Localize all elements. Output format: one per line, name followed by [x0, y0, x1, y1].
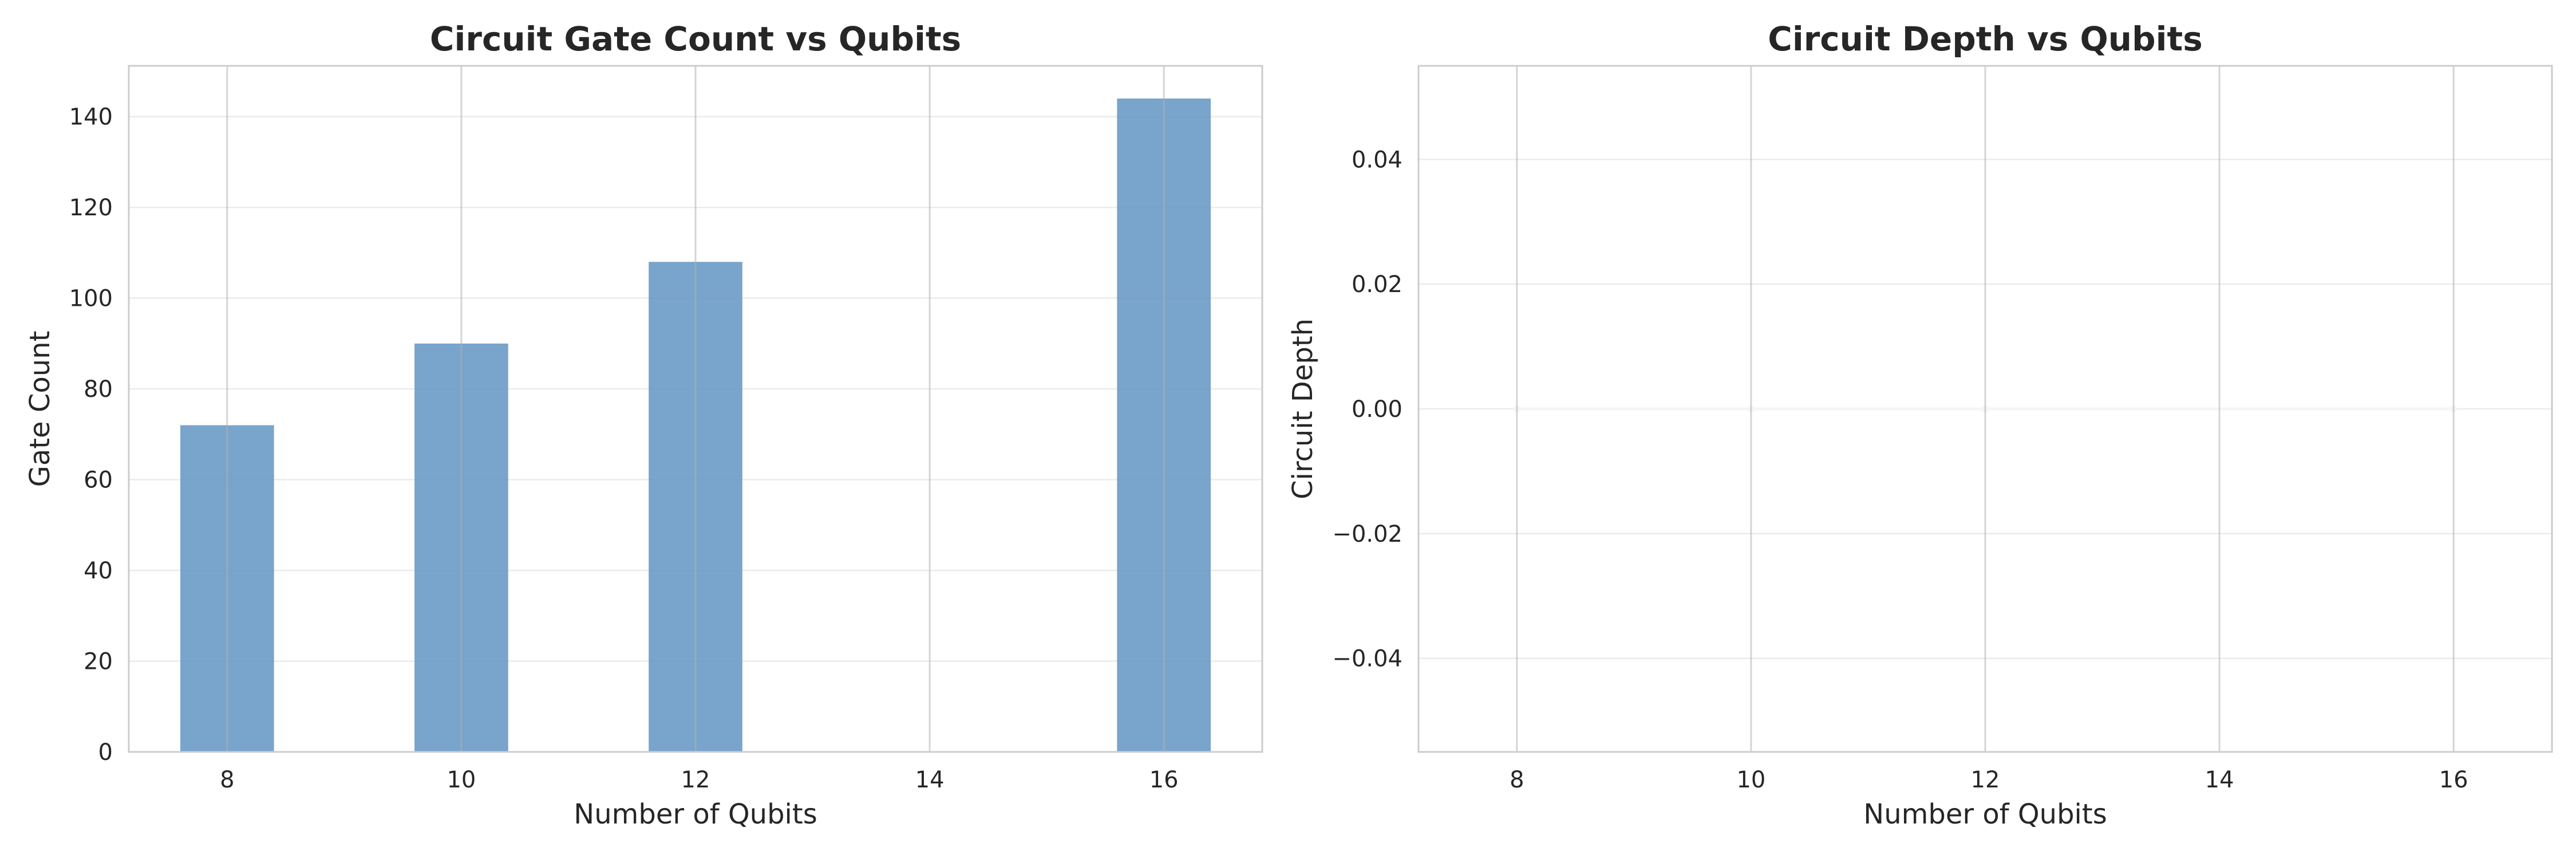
- gate-count-y-tick-label: 40: [84, 558, 113, 584]
- gate-count-y-tick-label: 80: [84, 376, 113, 403]
- circuit-depth-y-tick-labels: −0.04 −0.02 0.00 0.02 0.04: [1332, 147, 1402, 672]
- gate-count-chart-title: Circuit Gate Count vs Qubits: [430, 19, 961, 58]
- circuit-depth-x-tick-label: 14: [2205, 767, 2234, 793]
- circuit-depth-y-tick-label: −0.02: [1332, 521, 1402, 547]
- gate-count-y-tick-labels: 0 20 40 60 80 100 120 140: [69, 104, 113, 766]
- circuit-depth-x-tick-labels: 8 10 12 14 16: [1510, 767, 2468, 793]
- circuit-depth-y-tick-label: 0.00: [1352, 396, 1402, 423]
- gate-count-x-tick-labels: 8 10 12 14 16: [220, 767, 1179, 793]
- circuit-depth-y-tick-label: −0.04: [1332, 646, 1402, 672]
- gate-count-y-tick-label: 140: [69, 104, 113, 131]
- gate-count-x-tick-label: 16: [1149, 767, 1179, 793]
- gate-count-chart: 8 10 12 14 16 0 20 40 60 80 100 120 140 Circuit Gat…: [24, 19, 1263, 830]
- circuit-depth-x-tick-label: 10: [1736, 767, 1765, 793]
- gate-count-y-tick-label: 60: [84, 467, 113, 494]
- gate-count-bars: [180, 66, 1211, 752]
- gate-count-x-tick-label: 12: [681, 767, 710, 793]
- gate-count-x-tick-label: 14: [915, 767, 945, 793]
- circuit-depth-y-tick-label: 0.02: [1352, 271, 1402, 298]
- circuit-depth-x-tick-label: 12: [1971, 767, 2000, 793]
- gate-count-y-axis-label: Gate Count: [24, 331, 56, 487]
- circuit-depth-x-tick-label: 16: [2439, 767, 2468, 793]
- circuit-depth-x-tick-label: 8: [1510, 767, 1524, 793]
- gate-count-y-tick-label: 100: [69, 286, 113, 312]
- gate-count-x-axis-label: Number of Qubits: [574, 798, 817, 830]
- gate-count-y-tick-label: 0: [98, 739, 113, 766]
- circuit-depth-series: [1513, 66, 2458, 752]
- circuit-depth-chart: 8 10 12 14 16 −0.04 −0.02 0.00 0.02 0.04 Circuit…: [1287, 19, 2553, 830]
- gate-count-y-tick-label: 20: [84, 649, 113, 675]
- gate-count-y-tick-label: 120: [69, 195, 113, 221]
- circuit-depth-y-tick-label: 0.04: [1352, 147, 1402, 173]
- gate-count-x-tick-label: 10: [447, 767, 476, 793]
- gate-count-x-tick-label: 8: [220, 767, 234, 793]
- circuit-depth-y-axis-label: Circuit Depth: [1287, 318, 1319, 499]
- gate-count-plot-frame: [128, 65, 1263, 753]
- circuit-depth-plot-frame: [1417, 65, 2553, 753]
- circuit-depth-chart-title: Circuit Depth vs Qubits: [1768, 19, 2203, 58]
- circuit-depth-x-axis-label: Number of Qubits: [1863, 798, 2107, 830]
